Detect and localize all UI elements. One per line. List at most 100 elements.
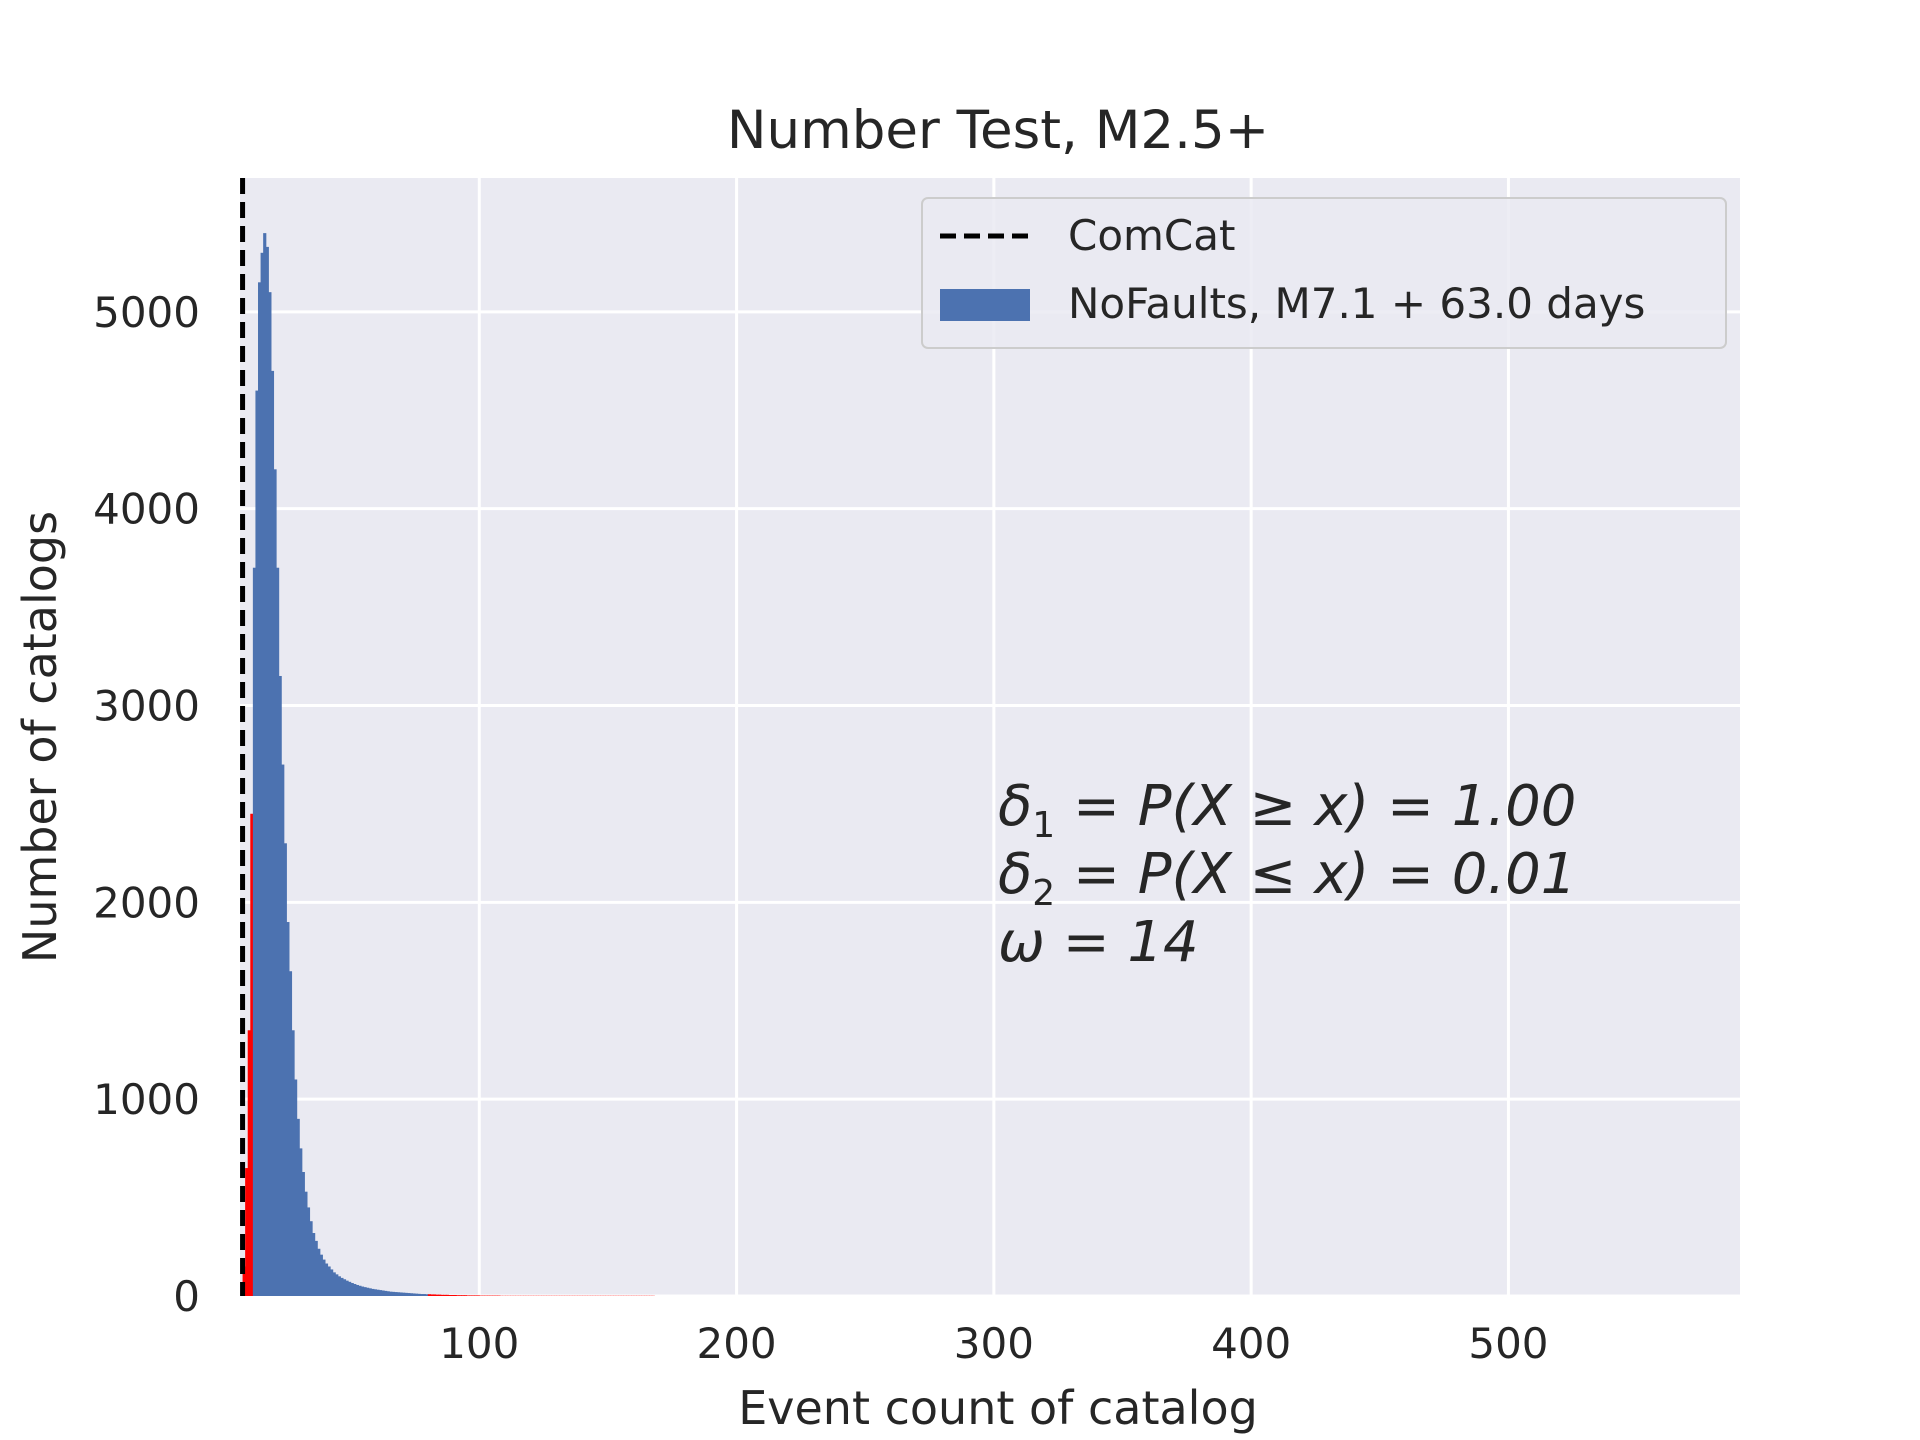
legend-nofaults-swatch — [940, 289, 1030, 321]
histogram-bar — [304, 1191, 308, 1296]
histogram-bar — [360, 1286, 365, 1296]
histogram-bar — [332, 1272, 336, 1296]
histogram-bar — [281, 764, 285, 1296]
histogram-bar — [381, 1290, 385, 1296]
histogram-bar-critical — [438, 1294, 442, 1296]
histogram-bar — [265, 246, 269, 1296]
histogram-bar — [278, 675, 282, 1296]
histogram-bar — [258, 282, 262, 1296]
histogram-bar — [412, 1293, 416, 1296]
histogram-bar-critical — [448, 1295, 452, 1296]
histogram-bar-critical — [430, 1294, 434, 1296]
histogram-bar — [358, 1285, 362, 1296]
histogram-bars — [242, 233, 655, 1297]
histogram-bar-critical — [440, 1294, 444, 1296]
histogram-bar-critical — [456, 1295, 460, 1296]
histogram-bar — [330, 1269, 334, 1296]
histogram-bar — [414, 1293, 419, 1296]
histogram-bar — [301, 1171, 305, 1296]
histogram-bar — [409, 1293, 413, 1296]
histogram-bar-critical — [242, 1266, 246, 1296]
histogram-bar — [286, 922, 290, 1296]
y-axis-label: Number of catalogs — [13, 511, 67, 963]
y-axis-ticks: 0 1000 2000 3000 4000 5000 — [93, 288, 200, 1321]
histogram-bar-critical — [445, 1294, 450, 1296]
histogram-bar — [296, 1118, 300, 1296]
y-tick-label: 5000 — [93, 288, 200, 337]
histogram-bar — [345, 1280, 349, 1296]
histogram-bar — [350, 1283, 354, 1296]
histogram-bar-critical — [247, 1030, 251, 1296]
histogram-bar — [368, 1288, 372, 1296]
histogram-bar — [389, 1291, 393, 1296]
y-tick-label: 0 — [173, 1272, 200, 1321]
histogram-bar-critical — [432, 1294, 437, 1296]
x-tick-label: 500 — [1468, 1319, 1548, 1368]
histogram-bar — [309, 1221, 313, 1296]
y-tick-label: 2000 — [93, 878, 200, 927]
histogram-bar-critical — [461, 1295, 465, 1296]
chart-title: Number Test, M2.5+ — [727, 100, 1269, 161]
x-tick-label: 300 — [954, 1319, 1034, 1368]
histogram-bar — [306, 1207, 311, 1296]
histogram-bar-critical — [471, 1295, 475, 1296]
x-axis-ticks: 100 200 300 400 500 — [439, 1319, 1548, 1368]
histogram-bar — [314, 1240, 318, 1296]
histogram-bar — [317, 1248, 321, 1296]
histogram-bar — [263, 233, 267, 1296]
histogram-bar — [327, 1266, 331, 1296]
x-tick-label: 200 — [696, 1319, 776, 1368]
histogram-bar — [342, 1279, 347, 1296]
legend-box — [921, 197, 1727, 349]
histogram-bar — [422, 1294, 426, 1296]
histogram-bar — [299, 1148, 303, 1296]
histogram-bar — [291, 1030, 295, 1296]
histogram-bar — [407, 1293, 411, 1296]
histogram-bar — [386, 1291, 390, 1296]
legend-comcat-label: ComCat — [1068, 211, 1235, 260]
histogram-bar — [378, 1290, 383, 1296]
histogram-bar-critical — [468, 1295, 473, 1296]
histogram-bar — [417, 1293, 421, 1296]
y-tick-label: 3000 — [93, 682, 200, 731]
histogram-bar — [288, 971, 293, 1296]
histogram-bar — [425, 1294, 429, 1296]
histogram-bar — [283, 843, 287, 1296]
histogram-bar — [376, 1289, 380, 1296]
histogram-bar-critical — [476, 1295, 480, 1296]
delta2-annotation: δ2 = P(X ≤ x) = 0.01 — [998, 842, 1576, 914]
histogram-bar — [366, 1287, 370, 1296]
histogram-bar — [322, 1259, 326, 1296]
histogram-bar — [384, 1290, 388, 1296]
histogram-bar — [335, 1274, 339, 1296]
histogram-bar-critical — [245, 1168, 249, 1296]
x-tick-label: 400 — [1211, 1319, 1291, 1368]
histogram-bar — [396, 1292, 401, 1296]
histogram-bar — [312, 1233, 316, 1296]
histogram-bar-critical — [450, 1295, 455, 1296]
histogram-bar-critical — [466, 1295, 470, 1296]
histogram-bar — [402, 1292, 406, 1296]
x-axis-label: Event count of catalog — [738, 1381, 1258, 1435]
histogram-bar — [294, 1079, 298, 1296]
legend-nofaults-label: NoFaults, M7.1 + 63.0 days — [1068, 279, 1645, 328]
histogram-bar — [255, 390, 259, 1296]
histogram-bar — [371, 1288, 375, 1296]
histogram-bar — [391, 1291, 395, 1296]
histogram-bar-critical — [453, 1295, 457, 1296]
histogram-bar-critical — [435, 1294, 439, 1296]
histogram-bar-critical — [250, 813, 254, 1296]
histogram-bar-critical — [463, 1295, 468, 1296]
omega-annotation: ω = 14 — [998, 910, 1199, 975]
histogram-bar — [353, 1283, 357, 1296]
histogram-bar — [404, 1292, 408, 1296]
histogram-bar — [268, 292, 272, 1296]
histogram-bar — [348, 1281, 352, 1296]
histogram-bar — [252, 567, 257, 1296]
histogram-bar — [260, 252, 264, 1296]
plot-background — [240, 178, 1740, 1296]
delta1-annotation: δ1 = P(X ≥ x) = 1.00 — [998, 774, 1576, 846]
histogram-bar — [324, 1263, 329, 1296]
